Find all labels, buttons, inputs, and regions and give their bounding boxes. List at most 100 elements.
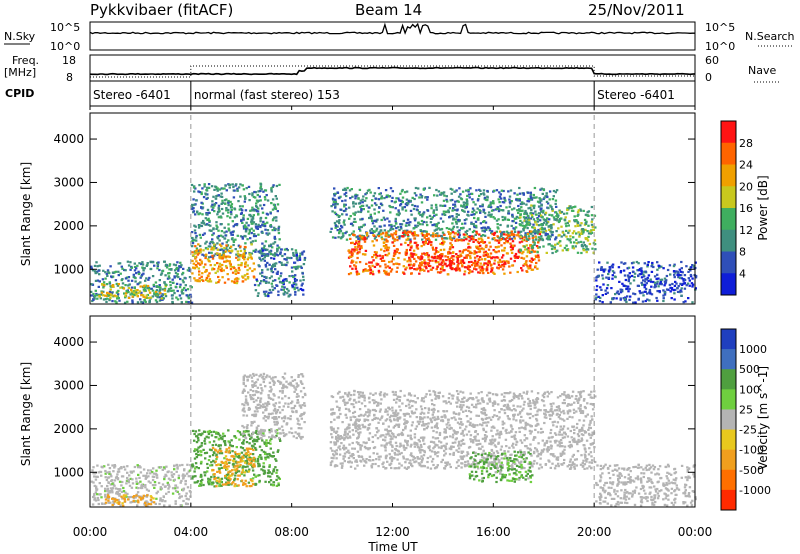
heatmap-cell: [173, 487, 177, 490]
heatmap-cell: [274, 429, 277, 432]
heatmap-cell: [254, 431, 257, 434]
heatmap-cell: [439, 228, 442, 231]
heatmap-cell: [443, 233, 446, 236]
heatmap-cell: [500, 256, 504, 259]
heatmap-cell: [525, 239, 528, 243]
heatmap-cell: [244, 278, 247, 281]
heatmap-cell: [472, 235, 475, 238]
heatmap-cell: [149, 469, 152, 472]
heatmap-cell: [206, 258, 210, 261]
heatmap-cell: [356, 235, 359, 238]
heatmap-cell: [265, 453, 269, 456]
heatmap-cell: [449, 247, 452, 250]
heatmap-cell: [198, 429, 201, 432]
heatmap-cell: [431, 246, 434, 249]
heatmap-cell: [227, 278, 230, 281]
heatmap-cell: [116, 470, 120, 473]
heatmap-cell: [262, 462, 265, 465]
heatmap-cell: [332, 201, 336, 204]
heatmap-cell: [200, 275, 203, 278]
heatmap-cell: [485, 252, 488, 255]
heatmap-cell: [159, 273, 163, 276]
heatmap-cell: [546, 202, 550, 205]
heatmap-cell: [370, 261, 373, 264]
heatmap-cell: [206, 248, 210, 251]
heatmap-cell: [677, 285, 680, 288]
heatmap-cell: [293, 266, 296, 269]
heatmap-cell: [379, 257, 383, 260]
heatmap-cell: [355, 273, 359, 276]
heatmap-cell: [477, 245, 480, 248]
heatmap-cell: [111, 487, 115, 490]
heatmap-cell: [353, 213, 356, 216]
heatmap-cell: [349, 237, 352, 240]
heatmap-cell: [228, 255, 231, 259]
heatmap-cell: [228, 183, 231, 186]
heatmap-cell: [489, 206, 493, 209]
heatmap-cell: [402, 265, 405, 268]
heatmap-cell: [146, 286, 149, 289]
heatmap-cell: [343, 223, 346, 226]
heatmap-cell: [300, 284, 303, 287]
heatmap-cell: [427, 255, 430, 259]
heatmap-cell: [146, 504, 149, 507]
heatmap-cell: [510, 208, 514, 211]
heatmap-cell: [572, 247, 576, 250]
heatmap-cell: [273, 407, 277, 410]
heatmap-cell: [186, 269, 190, 272]
heatmap-cell: [441, 237, 444, 240]
heatmap-cell: [385, 245, 388, 248]
heatmap-cell: [525, 222, 529, 225]
heatmap-cell: [376, 263, 380, 266]
heatmap-cell: [178, 464, 181, 467]
heatmap-cell: [112, 295, 115, 298]
heatmap-cell: [470, 222, 473, 225]
heatmap-cell: [191, 237, 194, 240]
heatmap-cell: [468, 255, 472, 258]
heatmap-cell: [90, 267, 93, 270]
heatmap-cell: [414, 260, 418, 263]
heatmap-cell: [647, 279, 650, 283]
heatmap-cell: [210, 248, 213, 251]
heatmap-cell: [250, 252, 254, 255]
heatmap-cell: [256, 225, 259, 228]
heatmap-cell: [439, 258, 442, 261]
heatmap-cell: [388, 234, 391, 237]
heatmap-cell: [353, 234, 356, 237]
heatmap-cell: [271, 285, 274, 288]
heatmap-cell: [568, 220, 571, 223]
heatmap-cell: [207, 432, 211, 436]
heatmap-cell: [554, 243, 557, 246]
heatmap-cell: [416, 234, 420, 237]
heatmap-cell: [156, 267, 159, 270]
heatmap-cell: [446, 255, 450, 259]
heatmap-cell: [686, 282, 690, 285]
heatmap-cell: [369, 215, 372, 218]
heatmap-cell: [216, 253, 219, 256]
heatmap-cell: [143, 267, 146, 270]
heatmap-cell: [117, 498, 120, 501]
heatmap-cell: [439, 257, 442, 260]
heatmap-cell: [638, 290, 641, 293]
heatmap-cell: [229, 470, 232, 473]
heatmap-cell: [555, 230, 558, 233]
heatmap-cell: [396, 239, 399, 242]
heatmap-cell: [194, 462, 198, 465]
heatmap-cell: [483, 226, 487, 229]
heatmap-cell: [292, 275, 295, 279]
heatmap-cell: [409, 267, 412, 270]
heatmap-cell: [516, 209, 519, 212]
heatmap-cell: [652, 280, 655, 284]
heatmap-cell: [680, 274, 683, 277]
heatmap-cell: [240, 219, 243, 223]
heatmap-cell: [479, 211, 482, 214]
heatmap-cell: [672, 289, 675, 292]
heatmap-cell: [106, 492, 110, 495]
heatmap-cell: [270, 377, 273, 380]
heatmap-cell: [359, 205, 362, 209]
heatmap-cell: [475, 245, 478, 248]
heatmap-cell: [227, 440, 230, 443]
heatmap-cell: [370, 228, 373, 231]
heatmap-cell: [97, 269, 100, 272]
